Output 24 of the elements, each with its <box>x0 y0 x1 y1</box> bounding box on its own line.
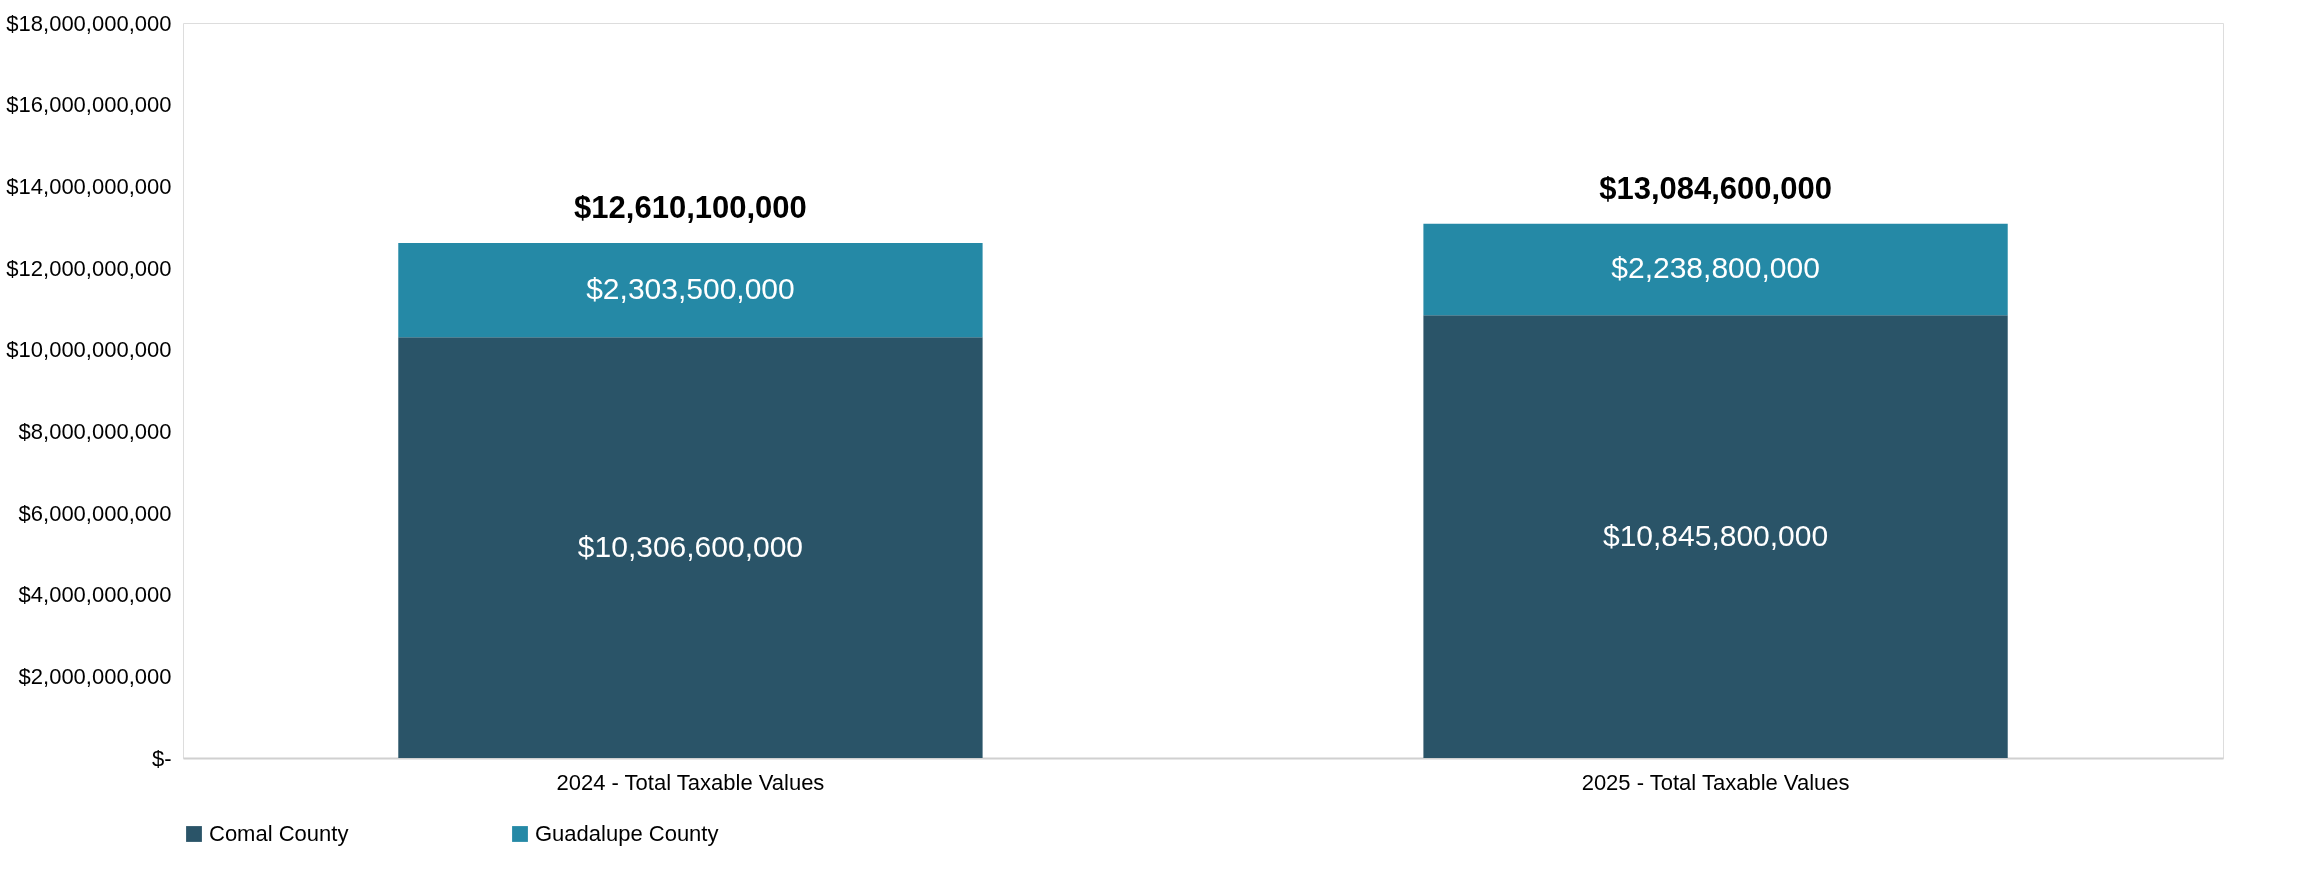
y-tick-label: $12,000,000,000 <box>6 255 172 281</box>
legend-label: Guadalupe County <box>535 821 719 846</box>
y-tick-label: $10,000,000,000 <box>6 337 172 363</box>
total-label: $12,610,100,000 <box>574 190 807 226</box>
x-tick-label: 2024 - Total Taxable Values <box>556 769 825 795</box>
y-tick-label: $6,000,000,000 <box>18 500 172 526</box>
y-tick-label: $8,000,000,000 <box>18 418 172 444</box>
bar <box>398 337 983 758</box>
data-label: $2,303,500,000 <box>586 272 795 306</box>
legend-label: Comal County <box>209 821 349 846</box>
x-tick-label: 2025 - Total Taxable Values <box>1581 769 1850 795</box>
y-tick-label: $18,000,000,000 <box>6 10 172 36</box>
data-label: $10,845,800,000 <box>1602 518 1829 552</box>
bar <box>398 243 983 338</box>
data-label: $2,238,800,000 <box>1611 251 1820 285</box>
bar <box>1423 315 2008 758</box>
data-label: $10,306,600,000 <box>577 529 804 563</box>
bar <box>1423 223 2008 316</box>
total-label: $13,084,600,000 <box>1599 170 1832 206</box>
y-tick-label: $4,000,000,000 <box>18 582 172 608</box>
y-tick-label: $16,000,000,000 <box>6 92 172 118</box>
y-tick-label: $14,000,000,000 <box>6 173 172 199</box>
y-tick-label: $- <box>151 745 172 771</box>
y-tick-label: $2,000,000,000 <box>18 663 172 689</box>
